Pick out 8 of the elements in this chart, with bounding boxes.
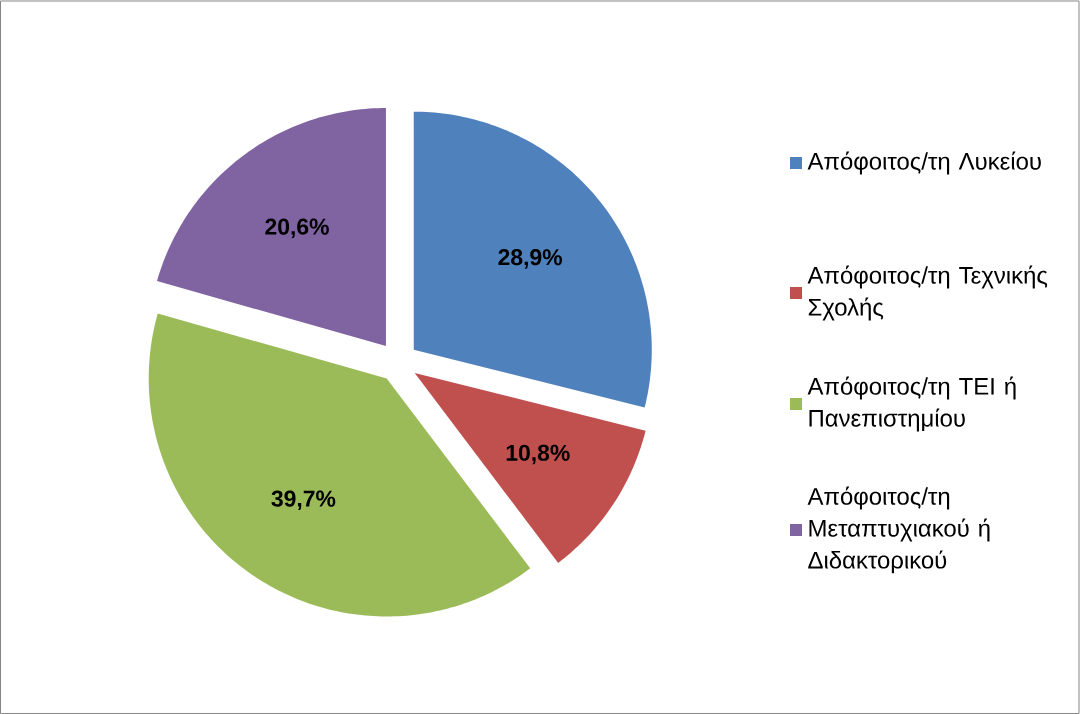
data-label: 28,9% [498,249,562,269]
legend-label: Απόφοιτος/τη Λυκείου [807,151,1041,175]
data-label: 39,7% [271,490,336,511]
legend-label: Απόφοιτος/τη ΤΕΙ ή Πανεπιστημίου [807,376,1016,432]
data-label: 10,8% [506,444,570,465]
legend-label: Απόφοιτος/τη Μεταπτυχιακού ή Διδακτορικού [807,486,990,574]
legend-label: Απόφοιτος/τη Τεχνικής Σχολής [807,265,1048,321]
data-label: 20,6% [265,218,329,239]
